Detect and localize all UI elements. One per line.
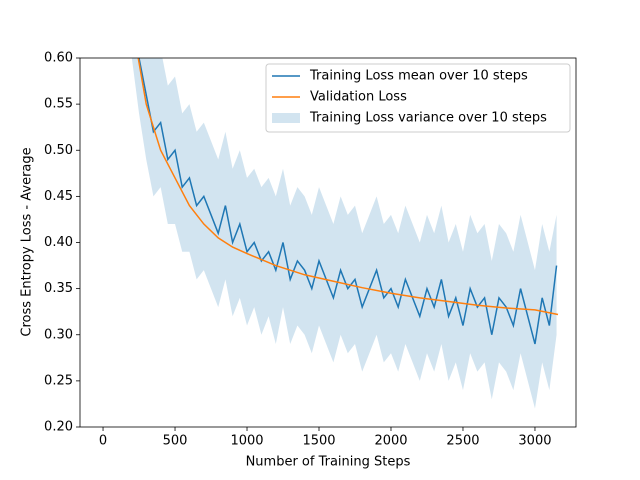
variance-band xyxy=(131,58,557,409)
legend-label: Validation Loss xyxy=(310,90,407,105)
y-tick-label: 0.25 xyxy=(44,373,73,388)
x-tick-label: 2000 xyxy=(374,434,407,449)
legend-label: Training Loss mean over 10 steps xyxy=(309,69,528,84)
x-axis-label: Number of Training Steps xyxy=(246,455,411,470)
y-tick-label: 0.35 xyxy=(44,281,73,296)
y-tick-label: 0.40 xyxy=(44,235,73,250)
x-tick-label: 2500 xyxy=(446,434,479,449)
series-line xyxy=(138,58,558,345)
legend: Training Loss mean over 10 steps Validati… xyxy=(265,63,571,133)
y-tick-label: 0.55 xyxy=(44,97,73,112)
y-tick-label: 0.30 xyxy=(44,327,73,342)
y-tick-label: 0.50 xyxy=(44,143,73,158)
x-tick-label: 0 xyxy=(99,434,107,449)
legend-swatch xyxy=(272,113,300,123)
y-tick-label: 0.20 xyxy=(44,420,73,435)
y-tick-label: 0.60 xyxy=(44,51,73,66)
x-tick-label: 3000 xyxy=(518,434,551,449)
y-axis-label: Cross Entropy Loss - Average xyxy=(20,147,35,336)
legend-label: Training Loss variance over 10 steps xyxy=(309,111,547,126)
x-tick-label: 500 xyxy=(163,434,188,449)
x-tick-label: 1500 xyxy=(302,434,335,449)
plot-area xyxy=(131,58,559,409)
y-tick-label: 0.45 xyxy=(44,189,73,204)
series-line xyxy=(137,58,559,316)
legend-box xyxy=(265,63,571,133)
x-tick-label: 1000 xyxy=(230,434,263,449)
